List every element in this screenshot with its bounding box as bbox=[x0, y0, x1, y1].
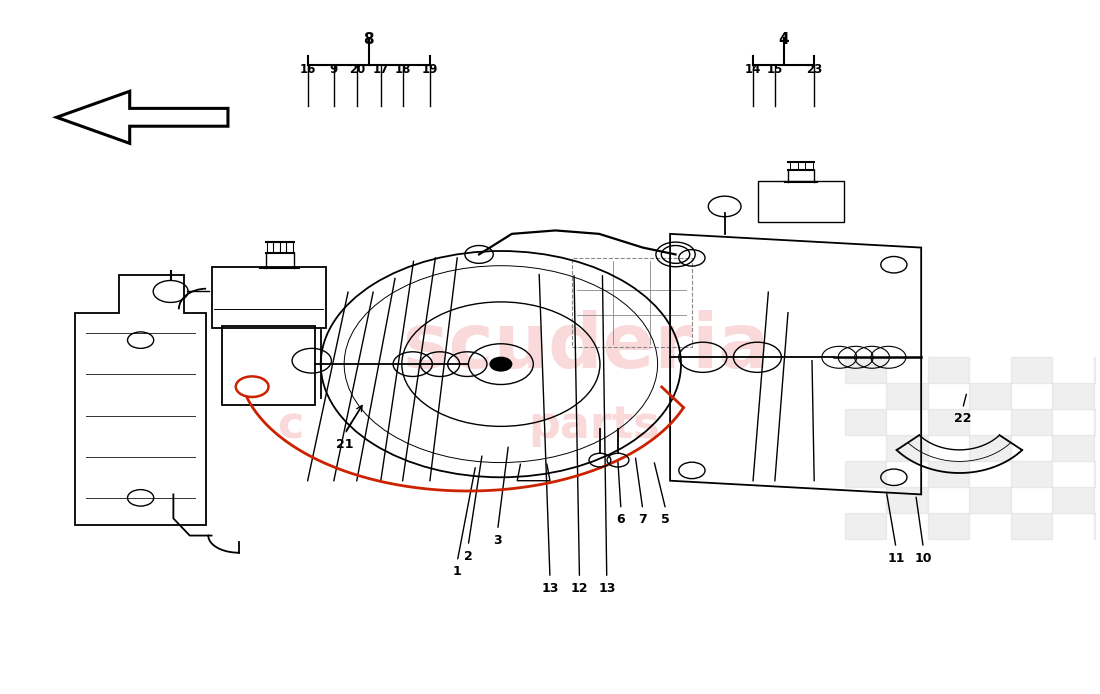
Bar bbox=[887, 434, 927, 461]
Text: 2: 2 bbox=[464, 550, 473, 563]
Bar bbox=[1011, 513, 1053, 539]
Bar bbox=[927, 357, 969, 382]
Text: 3: 3 bbox=[493, 534, 502, 547]
Text: 7: 7 bbox=[638, 514, 647, 526]
Bar bbox=[887, 382, 927, 409]
Text: 1: 1 bbox=[453, 566, 462, 578]
Bar bbox=[1093, 513, 1100, 539]
Text: 12: 12 bbox=[571, 582, 588, 595]
Text: 23: 23 bbox=[806, 63, 823, 76]
Text: 14: 14 bbox=[745, 63, 761, 76]
Text: 16: 16 bbox=[299, 63, 316, 76]
Bar bbox=[1093, 409, 1100, 434]
Bar bbox=[1093, 461, 1100, 487]
Text: 6: 6 bbox=[617, 514, 625, 526]
Text: 18: 18 bbox=[395, 63, 410, 76]
Text: 20: 20 bbox=[349, 63, 365, 76]
Text: 9: 9 bbox=[330, 63, 338, 76]
Text: 8: 8 bbox=[363, 32, 374, 46]
Text: 13: 13 bbox=[541, 582, 559, 595]
Bar bbox=[887, 487, 927, 513]
Bar bbox=[927, 513, 969, 539]
Text: 22: 22 bbox=[954, 412, 971, 425]
Text: 5: 5 bbox=[661, 514, 670, 526]
Text: 13: 13 bbox=[598, 582, 616, 595]
Bar bbox=[1053, 487, 1093, 513]
Text: c: c bbox=[277, 405, 304, 448]
Bar bbox=[1053, 434, 1093, 461]
Text: 11: 11 bbox=[888, 552, 905, 565]
Bar bbox=[845, 409, 887, 434]
Text: 17: 17 bbox=[373, 63, 389, 76]
Bar bbox=[845, 357, 887, 382]
Text: scuderia: scuderia bbox=[403, 310, 769, 384]
Circle shape bbox=[491, 357, 512, 371]
Bar bbox=[1011, 357, 1053, 382]
Text: parts: parts bbox=[528, 405, 660, 448]
Bar bbox=[969, 487, 1011, 513]
Bar bbox=[1011, 461, 1053, 487]
Bar bbox=[969, 382, 1011, 409]
Bar bbox=[927, 409, 969, 434]
Text: 15: 15 bbox=[767, 63, 783, 76]
Text: 10: 10 bbox=[914, 552, 932, 565]
Text: 4: 4 bbox=[779, 32, 789, 46]
Bar bbox=[1093, 357, 1100, 382]
Text: 21: 21 bbox=[336, 438, 353, 451]
Bar bbox=[845, 461, 887, 487]
Bar bbox=[969, 434, 1011, 461]
Bar bbox=[845, 513, 887, 539]
Text: 19: 19 bbox=[421, 63, 438, 76]
Bar bbox=[927, 461, 969, 487]
Bar bbox=[1011, 409, 1053, 434]
Bar bbox=[1053, 382, 1093, 409]
